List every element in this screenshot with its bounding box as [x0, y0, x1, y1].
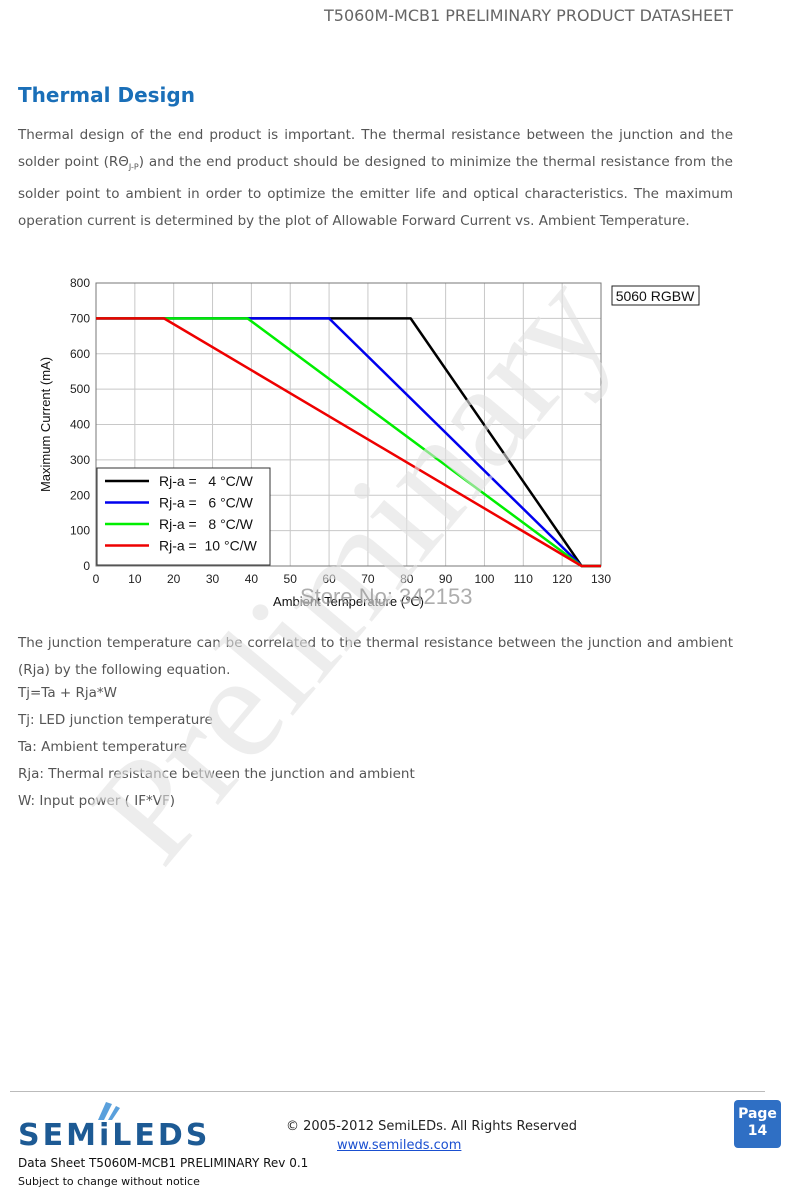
- section-heading: Thermal Design: [18, 83, 195, 107]
- doc-info: Data Sheet T5060M-MCB1 PRELIMINARY Rev 0…: [18, 1156, 309, 1170]
- x-tick-label: 70: [361, 572, 375, 586]
- logo: SEMiLEDS: [18, 1118, 211, 1153]
- intro-paragraph: Thermal design of the end product is imp…: [18, 122, 733, 235]
- definition: Tj: LED junction temperature: [18, 712, 213, 728]
- page-number: 14: [747, 1123, 768, 1139]
- x-axis-label: Ambient Temperature (℃): [273, 594, 424, 609]
- legend-label: Rj-a = 10 °C/W: [159, 538, 258, 554]
- y-tick-label: 500: [70, 382, 90, 396]
- x-tick-label: 120: [552, 572, 572, 586]
- copyright: © 2005-2012 SemiLEDs. All Rights Reserve…: [286, 1119, 578, 1134]
- equation: Tj=Ta + Rja*W: [18, 685, 117, 701]
- x-tick-label: 110: [514, 572, 533, 586]
- legend-label: Rj-a = 4 °C/W: [159, 473, 254, 489]
- x-tick-label: 20: [167, 572, 181, 586]
- page-box: Page 14: [734, 1100, 781, 1148]
- header-title: T5060M-MCB1 PRELIMINARY PRODUCT DATASHEE…: [323, 6, 733, 25]
- legend-label: Rj-a = 6 °C/W: [159, 495, 254, 511]
- text: ) and the end product should be designed…: [18, 153, 733, 229]
- x-tick-label: 60: [322, 572, 336, 586]
- footer-rule: [10, 1091, 765, 1092]
- definition: W: Input power ( IF*VF): [18, 793, 175, 809]
- chart: 0 100 200 300 400 500 600 700 800 0 10 20 30 40 50 60 70…: [38, 276, 700, 609]
- page-label: Page: [738, 1106, 777, 1122]
- x-tick-label: 130: [591, 572, 611, 586]
- y-axis-label: Maximum Current (mA): [38, 357, 53, 492]
- y-tick-label: 200: [70, 488, 90, 502]
- y-tick-label: 800: [70, 276, 90, 290]
- y-tick-label: 100: [70, 524, 90, 538]
- subscript: J-P: [128, 162, 139, 172]
- definition: Ta: Ambient temperature: [18, 739, 188, 755]
- x-tick-label: 50: [284, 572, 298, 586]
- legend-label: Rj-a = 8 °C/W: [159, 516, 254, 532]
- x-tick-label: 10: [128, 572, 142, 586]
- link[interactable]: www.semileds.com: [337, 1138, 462, 1153]
- plot-frame: [95, 282, 602, 567]
- series-line: [96, 317, 601, 568]
- notice: Subject to change without notice: [18, 1175, 200, 1188]
- x-tick-label: 0: [93, 572, 100, 586]
- label-box: [611, 285, 700, 306]
- x-tick-label: 40: [245, 572, 259, 586]
- chart-label: 5060 RGBW: [616, 288, 695, 304]
- y-tick-label: 0: [83, 559, 90, 573]
- x-tick-label: 80: [400, 572, 414, 586]
- y-tick-label: 400: [70, 418, 90, 432]
- y-tick-label: 300: [70, 453, 90, 467]
- definition: Rja: Thermal resistance between the junc…: [18, 766, 415, 782]
- y-tick-label: 600: [70, 347, 90, 361]
- y-tick-label: 700: [70, 311, 90, 325]
- x-tick-label: 100: [474, 572, 494, 586]
- store-watermark: Store No: 342153: [300, 584, 473, 609]
- legend-box: [96, 467, 271, 566]
- x-tick-label: 30: [206, 572, 220, 586]
- logo-icon: [98, 1102, 120, 1120]
- text: Thermal design of the end product is imp…: [18, 127, 733, 170]
- body-paragraph: The junction temperature can be correlat…: [18, 635, 733, 678]
- x-tick-label: 90: [439, 572, 453, 586]
